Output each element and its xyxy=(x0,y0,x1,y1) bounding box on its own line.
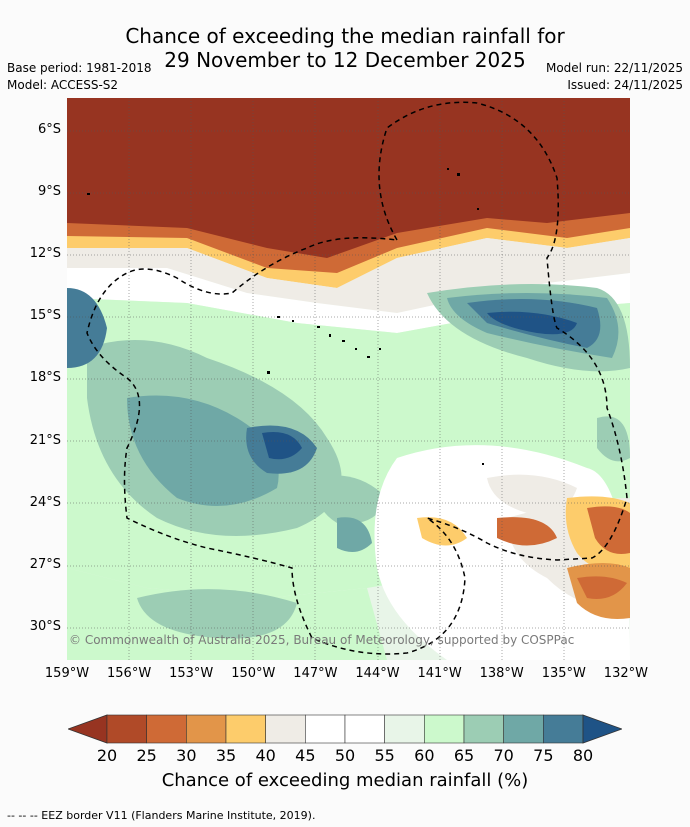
colorbar-cell xyxy=(463,714,504,744)
lon-label: 132°W xyxy=(603,666,648,681)
lat-label: 21°S xyxy=(29,432,61,448)
lon-label: 141°W xyxy=(417,666,462,681)
lat-label: 18°S xyxy=(29,370,61,386)
colorbar-cell xyxy=(106,714,147,744)
colorbar-cell xyxy=(384,714,425,744)
lon-label: 135°W xyxy=(541,666,586,681)
lon-label: 150°W xyxy=(231,666,276,681)
colorbar xyxy=(68,714,622,744)
lon-label: 153°W xyxy=(169,666,214,681)
colorbar-tick: 25 xyxy=(136,746,157,765)
eez-legend: -- -- -- EEZ border V11 (Flanders Marine… xyxy=(7,809,316,822)
lat-label: 6°S xyxy=(37,122,61,137)
base-period: Base period: 1981-2018 xyxy=(7,61,152,75)
colorbar-cell xyxy=(225,714,266,744)
lat-label: 12°S xyxy=(29,246,61,262)
colorbar-tick: 80 xyxy=(572,746,594,765)
issued-date: Issued: 24/11/2025 xyxy=(567,78,683,92)
colorbar-cell xyxy=(424,714,465,744)
colorbar-cell xyxy=(186,714,227,744)
chart-title-line1: Chance of exceeding the median rainfall … xyxy=(125,24,565,48)
colorbar-tick: 20 xyxy=(96,746,118,765)
colorbar-low-arrow xyxy=(68,714,108,744)
lat-label: 24°S xyxy=(29,494,61,510)
lon-label: 159°W xyxy=(44,666,90,681)
colorbar-cell xyxy=(305,714,346,744)
lat-label: 27°S xyxy=(29,556,61,572)
colorbar-tick: 50 xyxy=(334,746,356,765)
colorbar-tick: 40 xyxy=(255,746,276,765)
colorbar-cell xyxy=(344,714,385,744)
rainfall-map xyxy=(67,98,630,660)
lat-label: 9°S xyxy=(37,184,61,200)
colorbar-tick: 60 xyxy=(414,746,435,765)
eez-border xyxy=(86,101,628,655)
copyright-notice: © Commonwealth of Australia 2025, Bureau… xyxy=(69,633,575,647)
lon-label: 144°W xyxy=(355,666,400,681)
colorbar-cell xyxy=(146,714,187,744)
colorbar-cell xyxy=(265,714,306,744)
colorbar-tick: 30 xyxy=(176,746,197,765)
lat-label: 30°S xyxy=(29,618,61,634)
colorbar-high-arrow xyxy=(582,714,622,744)
colorbar-tick: 70 xyxy=(493,746,514,765)
colorbar-tick: 45 xyxy=(295,746,316,765)
model-name: Model: ACCESS-S2 xyxy=(7,78,119,92)
lon-label: 138°W xyxy=(479,666,524,681)
chart-title-line2: 29 November to 12 December 2025 xyxy=(164,48,526,72)
colorbar-cell xyxy=(503,714,544,744)
lon-label: 156°W xyxy=(107,666,152,681)
colorbar-title: Chance of exceeding median rainfall (%) xyxy=(161,770,529,791)
colorbar-tick: 55 xyxy=(374,746,395,765)
model-run: Model run: 22/11/2025 xyxy=(545,61,683,75)
lon-label: 147°W xyxy=(293,666,338,681)
colorbar-tick: 75 xyxy=(533,746,554,765)
colorbar-tick: 35 xyxy=(215,746,237,765)
lat-label: 15°S xyxy=(29,308,61,324)
colorbar-cell xyxy=(543,714,584,744)
colorbar-tick: 65 xyxy=(453,746,475,765)
